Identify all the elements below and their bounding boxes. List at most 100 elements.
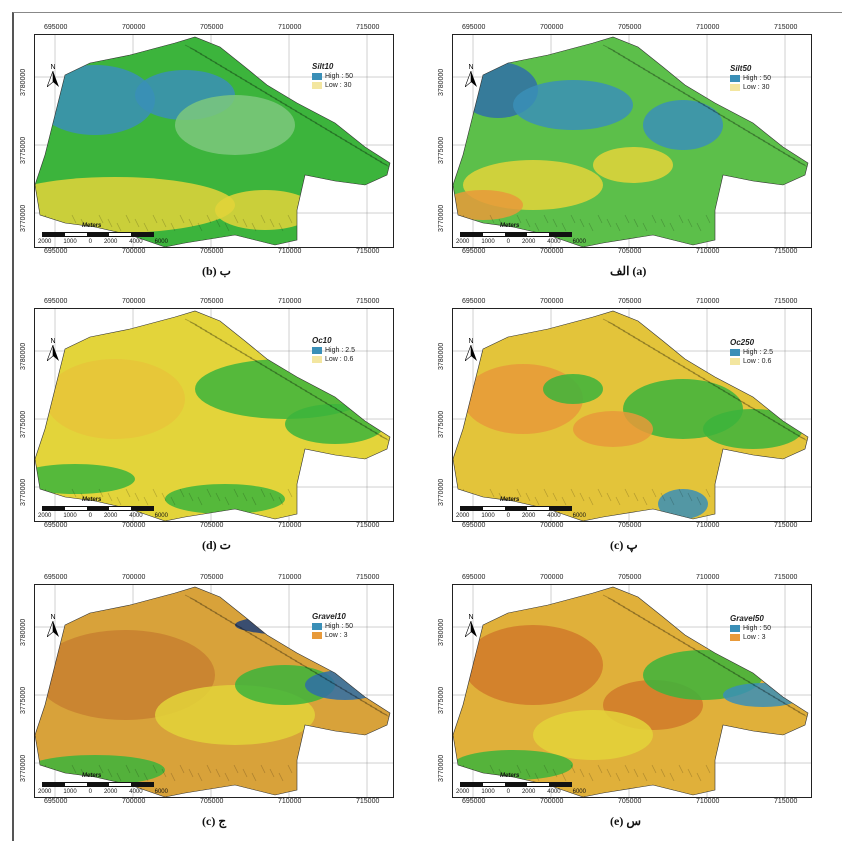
scale-bar-graphic [42,506,154,511]
scale-unit: Meters [500,773,520,779]
legend-high-swatch [312,73,322,80]
region-boundary [35,586,391,797]
x-tick-bottom: 705000 [618,798,642,805]
region-boundary [453,36,809,247]
map-legend: Gravel50 High : 50 Low : 3 [730,614,771,641]
x-tick-top: 700000 [122,24,146,31]
north-arrow-icon [464,344,477,362]
x-tick-top: 705000 [200,298,224,305]
x-tick-top: 695000 [44,574,68,581]
north-label: N [50,64,56,71]
scale-tick: 6000 [572,239,586,245]
x-tick-top: 710000 [696,24,720,31]
scale-bar-graphic [42,232,154,237]
y-tick: 3780000 [438,618,445,646]
x-tick-bottom: 695000 [462,248,486,255]
map-zone [463,625,603,705]
north-label: N [468,64,474,71]
scale-tick: 2000 [103,239,118,245]
legend-title: Gravel10 [312,612,346,621]
region-boundary [453,586,809,797]
scale-tick: 6000 [572,513,586,519]
x-tick-bottom: 705000 [618,522,642,529]
legend-low-swatch [730,84,740,91]
legend-low-swatch [312,632,322,639]
scale-tick: 1000 [481,789,495,795]
x-tick-bottom: 695000 [462,522,486,529]
legend-high-label: High : 50 [325,73,354,80]
scale-tick: 0 [88,239,92,245]
y-tick: 3775000 [20,410,27,438]
map-canvas [452,584,812,798]
y-tick: 3770000 [438,204,445,232]
y-tick: 3780000 [438,68,445,96]
x-tick-bottom: 710000 [696,798,720,805]
map-legend: Silt10 High : 50 Low : 30 [312,62,353,89]
map-zone [643,100,723,150]
x-tick-bottom: 700000 [122,248,146,255]
x-tick-bottom: 695000 [44,248,68,255]
x-tick-bottom: 695000 [44,798,68,805]
scale-tick: 6000 [154,789,168,795]
north-arrow-icon [464,620,477,638]
map-legend: Oc250 High : 2.5 Low : 0.6 [730,338,773,365]
scale-tick: 4000 [129,513,143,519]
scale-tick: 2000 [38,789,52,795]
scale-unit: Meters [500,497,520,503]
legend-title: Oc10 [312,336,332,345]
map-panel-d: 695000 695000 700000 700000 705000 705000 7100… [12,292,394,552]
scale-tick: 2000 [103,789,118,795]
map-zone [703,409,803,449]
scale-unit: Meters [82,497,102,503]
x-tick-top: 700000 [540,574,564,581]
legend-low-label: Low : 0.6 [743,358,772,365]
scale-tick: 2000 [38,239,52,245]
legend-high-label: High : 50 [743,75,772,82]
map-zone [543,374,603,404]
scale-tick: 4000 [547,789,561,795]
map-zone [453,190,523,220]
x-tick-top: 700000 [540,24,564,31]
legend-title: Oc250 [730,338,755,347]
panel-caption: (e) س [610,814,641,828]
panel-caption: الف (a) [610,264,647,278]
x-tick-bottom: 700000 [540,798,564,805]
legend-low-swatch [730,634,740,641]
legend-low-swatch [312,82,322,89]
legend-high-swatch [730,75,740,82]
map-zone [513,80,633,130]
legend-high-label: High : 2.5 [743,349,773,356]
scale-tick: 6000 [572,789,586,795]
scale-tick: 1000 [481,239,495,245]
y-tick: 3775000 [438,410,445,438]
map-zone [35,464,135,494]
x-tick-top: 705000 [618,298,642,305]
north-arrow: N [464,64,478,89]
legend-low-label: Low : 0.6 [325,356,354,363]
legend-high-label: High : 50 [743,625,772,632]
legend-high-swatch [730,625,740,632]
map-zone [533,710,653,760]
scale-tick: 1000 [481,513,495,519]
y-tick: 3780000 [20,68,27,96]
x-tick-bottom: 700000 [122,522,146,529]
map-legend: Gravel10 High : 50 Low : 3 [312,612,353,639]
x-tick-top: 705000 [200,24,224,31]
x-tick-top: 710000 [696,298,720,305]
map-zone [35,65,155,135]
map-panel-c: 695000 695000 700000 700000 705000 705000 7100… [12,568,394,828]
legend-title: Silt50 [730,64,752,73]
scale-tick: 2000 [103,513,118,519]
x-tick-top: 710000 [278,298,302,305]
north-arrow-icon [46,620,59,638]
scale-tick: 2000 [521,789,536,795]
legend-high-label: High : 50 [325,623,354,630]
map-zone [573,411,653,447]
north-arrow: N [46,614,60,639]
map-canvas [34,584,394,798]
scale-tick: 0 [506,239,510,245]
north-arrow-icon [46,344,59,362]
scale-tick: 1000 [63,513,77,519]
north-arrow: N [46,338,60,363]
y-tick: 3770000 [438,754,445,782]
